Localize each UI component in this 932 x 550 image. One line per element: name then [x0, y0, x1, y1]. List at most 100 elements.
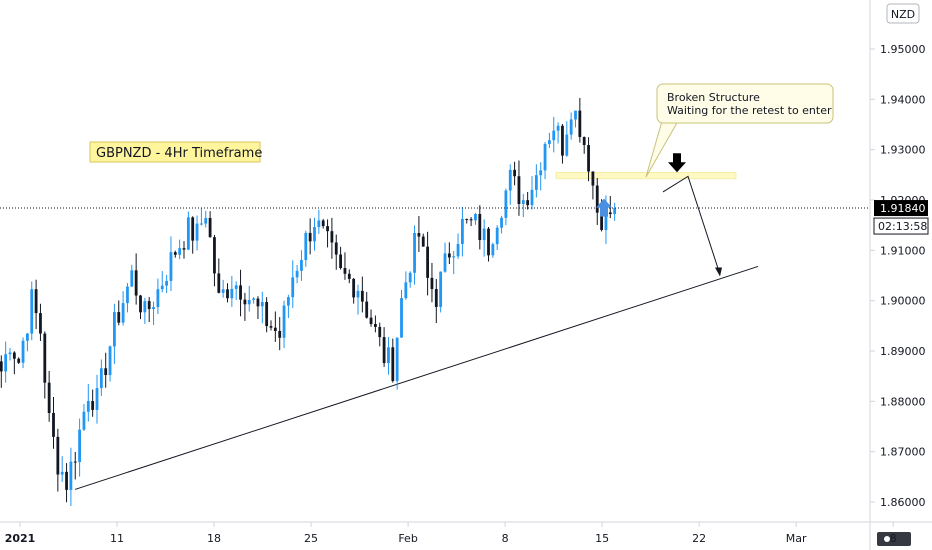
note-callout-box [656, 83, 834, 124]
candle-body [374, 324, 377, 327]
candle-body [8, 352, 12, 355]
watermark-logo-mark [877, 532, 911, 546]
candle-body [217, 273, 221, 293]
candle-body [491, 244, 495, 256]
candle-body [300, 259, 303, 271]
title-annotation[interactable]: GBPNZD - 4Hr Timeframe [89, 141, 262, 163]
candle-body [591, 171, 595, 186]
candle-body [99, 368, 103, 389]
candle-body [365, 301, 369, 318]
candle-body [0, 361, 3, 372]
candle-body [582, 136, 586, 146]
projection-path[interactable] [662, 175, 721, 275]
candle-body [378, 326, 382, 338]
candle-body [313, 227, 316, 242]
last-price-tag-label: 1.91840 [880, 202, 926, 215]
candle-body [252, 298, 255, 300]
candle-body [234, 285, 238, 289]
candle-body [278, 330, 282, 338]
note-callout[interactable]: Broken Structure Waiting for the retest … [645, 83, 834, 178]
y-tick-label: 1.94000 [880, 93, 926, 106]
candle-body [487, 228, 490, 256]
candle-body [260, 302, 264, 307]
candle-body [287, 297, 290, 306]
candle-body [561, 125, 564, 156]
candle-body [360, 290, 364, 302]
candle-body [521, 200, 525, 204]
candle-body [421, 236, 425, 247]
last-price-tag: 1.91840 [874, 200, 928, 217]
candle-body [343, 268, 347, 274]
candle-body [200, 223, 203, 225]
candle-body [443, 253, 447, 272]
candle-body [552, 130, 556, 141]
plot-area[interactable] [0, 0, 870, 522]
x-tick-label: 15 [595, 532, 609, 545]
candle-body [417, 233, 421, 237]
candle-body [208, 218, 212, 238]
candle-body [495, 227, 499, 245]
candle-body [4, 354, 8, 372]
candle-body [321, 220, 325, 227]
candle-body [117, 312, 121, 323]
candle-body [95, 388, 99, 410]
candle-body [152, 307, 155, 310]
candle-body [169, 252, 173, 281]
candle-body [113, 312, 116, 347]
candle-body [226, 289, 229, 299]
candle-body [578, 110, 582, 137]
x-tick-label: 2021 [5, 532, 36, 545]
candle-body [574, 110, 577, 120]
countdown-tag: 02:13:58 [873, 217, 929, 235]
candle-body [247, 299, 251, 305]
currency-badge[interactable]: NZD [886, 3, 920, 24]
candle-body [165, 280, 168, 286]
x-tick-label: 18 [207, 532, 221, 545]
candle-body [434, 289, 438, 307]
x-tick-label: 8 [502, 532, 509, 545]
note-line-1: Broken Structure [667, 91, 760, 104]
candle-body [156, 289, 160, 308]
candle-body [369, 317, 373, 325]
candle-body [356, 290, 360, 298]
ascending-trendline[interactable] [74, 265, 759, 490]
candle-body [91, 401, 95, 410]
black-down-arrow-icon[interactable] [668, 153, 686, 173]
projection-arrowhead-icon [715, 267, 722, 277]
last-price-tag-box [874, 200, 928, 217]
candle-body [339, 254, 342, 269]
candle-body [21, 340, 25, 363]
y-tick-label: 1.86000 [880, 496, 926, 509]
candle-body [508, 169, 512, 191]
candle-body [230, 288, 234, 299]
candle-body [134, 270, 138, 296]
candle-body [317, 220, 321, 228]
candle-body [204, 218, 208, 224]
candle-body [548, 140, 551, 144]
candle-body [17, 358, 21, 363]
y-tick-label: 1.95000 [880, 43, 926, 56]
y-axis-ticks: 1.86000 1.87000 1.88000 1.89000 1.90000 1.910… [870, 43, 926, 509]
candle-body [86, 401, 90, 412]
candle-body [469, 219, 473, 221]
candle-body [265, 302, 269, 327]
blue-up-arrow-icon[interactable] [596, 198, 612, 217]
candle-body [456, 243, 460, 257]
candle-body [461, 218, 464, 244]
candle-body [139, 295, 142, 313]
candle-body [186, 217, 190, 250]
candle-body [587, 145, 590, 172]
y-tick-label: 1.87000 [880, 446, 926, 459]
candle-body [213, 237, 216, 274]
candle-body [395, 337, 399, 381]
candle-body [243, 299, 247, 305]
candle-body [82, 411, 86, 430]
candle-body [430, 277, 434, 290]
candle-body [182, 248, 186, 250]
candle-body [256, 298, 260, 307]
x-tick-label: 22 [692, 532, 706, 545]
candle-body [26, 333, 29, 341]
candle-body [104, 368, 108, 376]
candle-body [39, 313, 42, 334]
